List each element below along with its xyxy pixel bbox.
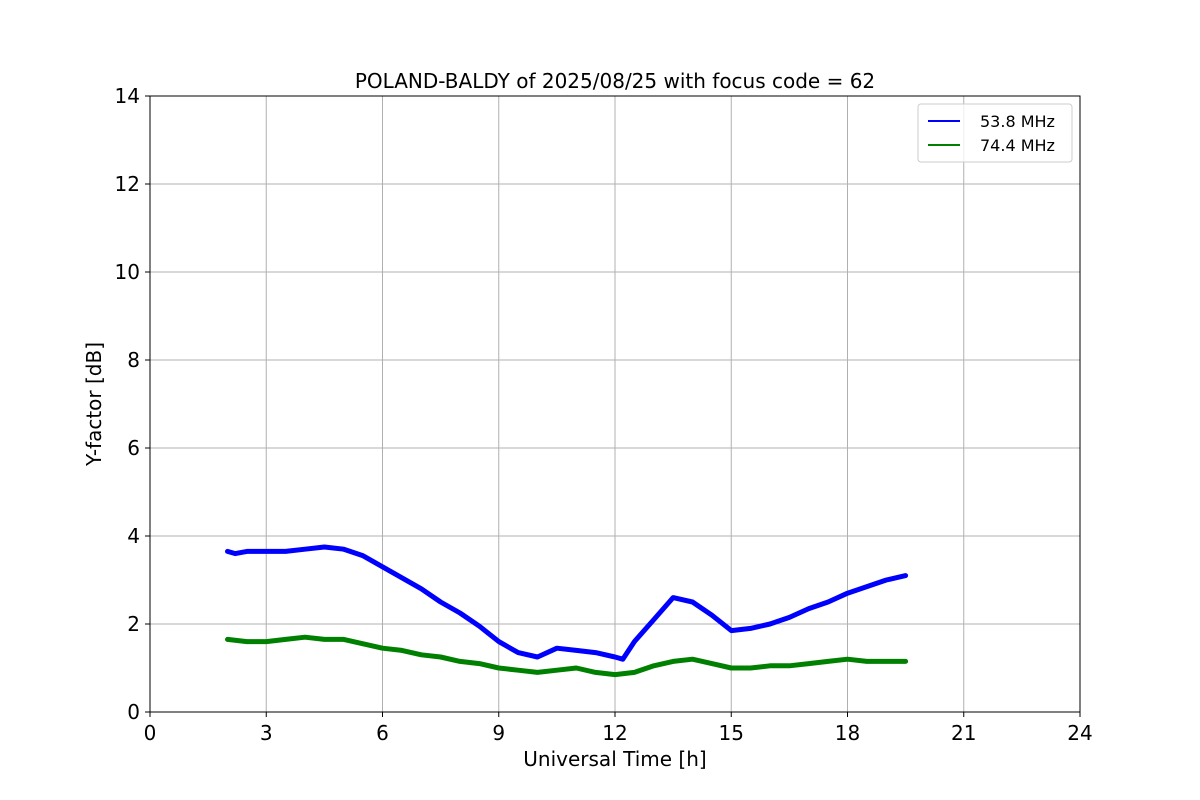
legend-label: 74.4 MHz (980, 136, 1055, 155)
x-axis-label: Universal Time [h] (523, 747, 706, 771)
series-line-2 (225, 634, 909, 678)
chart-title: POLAND-BALDY of 2025/08/25 with focus co… (355, 69, 875, 93)
series-layer (225, 544, 909, 678)
x-tick-label: 15 (719, 721, 744, 745)
x-tick-label: 24 (1067, 721, 1092, 745)
y-tick-label: 10 (115, 260, 140, 284)
legend: 53.8 MHz 74.4 MHz (917, 103, 1073, 163)
y-tick-label: 14 (115, 84, 140, 108)
x-tick-label: 18 (835, 721, 860, 745)
x-tick-label: 6 (376, 721, 389, 745)
y-tick-label: 0 (127, 700, 140, 724)
y-tick-label: 12 (115, 172, 140, 196)
legend-label: 53.8 MHz (980, 112, 1055, 131)
y-tick-label: 6 (127, 436, 140, 460)
x-tick-label: 0 (144, 721, 157, 745)
y-tick-label: 2 (127, 612, 140, 636)
x-tick-label: 21 (951, 721, 976, 745)
legend-box (917, 103, 1073, 163)
y-tick-label: 4 (127, 524, 140, 548)
x-tick-label: 9 (492, 721, 505, 745)
x-tick-label: 12 (602, 721, 627, 745)
x-tick-label: 3 (260, 721, 273, 745)
y-axis-label: Y-factor [dB] (82, 342, 106, 467)
series-line-1 (225, 544, 909, 662)
y-tick-label: 8 (127, 348, 140, 372)
